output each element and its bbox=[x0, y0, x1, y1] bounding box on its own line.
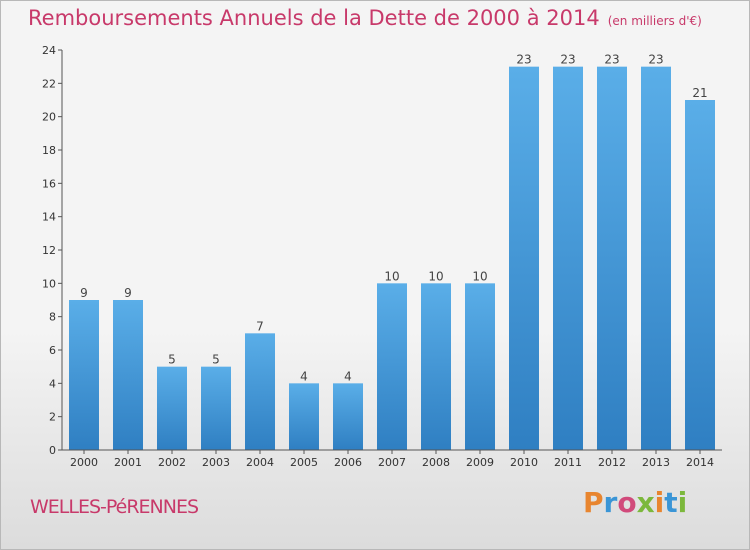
bar-2009 bbox=[465, 283, 495, 450]
value-label-2002: 5 bbox=[168, 353, 176, 367]
bar-2003 bbox=[201, 366, 231, 450]
x-tick-label-2005: 2005 bbox=[290, 456, 318, 469]
x-tick-label-2012: 2012 bbox=[598, 456, 626, 469]
proxiti-logo[interactable]: Proxiti bbox=[583, 486, 687, 519]
bar-2000 bbox=[69, 300, 99, 450]
x-tick-label-2002: 2002 bbox=[158, 456, 186, 469]
logo-letter: o bbox=[617, 486, 637, 519]
y-tick-label-12: 12 bbox=[42, 244, 56, 257]
x-tick-label-2004: 2004 bbox=[246, 456, 274, 469]
logo-letter: i bbox=[677, 486, 688, 519]
bar-2010 bbox=[509, 66, 539, 451]
x-tick-label-2001: 2001 bbox=[114, 456, 142, 469]
bar-2008 bbox=[421, 283, 451, 450]
x-tick-label-2008: 2008 bbox=[422, 456, 450, 469]
title-row: Remboursements Annuels de la Dette de 20… bbox=[28, 6, 702, 30]
x-tick-label-2000: 2000 bbox=[70, 456, 98, 469]
bars-layer: 9 9 5 5 7 4 4 10 10 10 23 23 23 23 21 bbox=[69, 53, 715, 451]
bar-2013 bbox=[641, 66, 671, 451]
bar-2005 bbox=[289, 383, 319, 450]
x-tick-label-2009: 2009 bbox=[466, 456, 494, 469]
value-label-2010: 23 bbox=[516, 53, 531, 67]
value-label-2011: 23 bbox=[560, 53, 575, 67]
y-tick-label-0: 0 bbox=[49, 444, 56, 457]
logo-letter: r bbox=[603, 486, 618, 519]
logo-letter: P bbox=[583, 486, 604, 519]
x-tick-label-2006: 2006 bbox=[334, 456, 362, 469]
bar-2004 bbox=[245, 333, 275, 450]
chart-title: Remboursements Annuels de la Dette de 20… bbox=[28, 6, 600, 30]
value-label-2004: 7 bbox=[256, 319, 264, 333]
bar-2002 bbox=[157, 366, 187, 450]
bar-2001 bbox=[113, 300, 143, 450]
y-tick-label-2: 2 bbox=[49, 411, 56, 424]
y-tick-label-4: 4 bbox=[49, 377, 56, 390]
value-label-2012: 23 bbox=[604, 53, 619, 67]
x-tick-label-2014: 2014 bbox=[686, 456, 714, 469]
x-tick-label-2011: 2011 bbox=[554, 456, 582, 469]
value-label-2014: 21 bbox=[692, 86, 707, 100]
chart-subtitle: (en milliers d'€) bbox=[607, 14, 702, 28]
x-tick-label-2007: 2007 bbox=[378, 456, 406, 469]
y-tick-label-20: 20 bbox=[42, 111, 56, 124]
value-label-2009: 10 bbox=[472, 269, 487, 283]
value-label-2005: 4 bbox=[300, 369, 308, 383]
bar-2011 bbox=[553, 66, 583, 451]
y-tick-label-22: 22 bbox=[42, 77, 56, 90]
bar-2012 bbox=[597, 66, 627, 451]
y-tick-label-24: 24 bbox=[42, 44, 56, 57]
value-label-2000: 9 bbox=[80, 286, 88, 300]
logo-letter: i bbox=[654, 486, 665, 519]
y-tick-label-10: 10 bbox=[42, 277, 56, 290]
value-label-2008: 10 bbox=[428, 269, 443, 283]
bar-2014 bbox=[685, 100, 715, 450]
value-label-2001: 9 bbox=[124, 286, 132, 300]
value-label-2003: 5 bbox=[212, 353, 220, 367]
value-label-2007: 10 bbox=[384, 269, 399, 283]
y-tick-label-8: 8 bbox=[49, 311, 56, 324]
bar-2007 bbox=[377, 283, 407, 450]
x-tick-label-2013: 2013 bbox=[642, 456, 670, 469]
x-tick-label-2010: 2010 bbox=[510, 456, 538, 469]
logo-letter: x bbox=[636, 486, 655, 519]
x-tick-label-2003: 2003 bbox=[202, 456, 230, 469]
y-tick-label-14: 14 bbox=[42, 211, 56, 224]
bar-2006 bbox=[333, 383, 363, 450]
value-label-2006: 4 bbox=[344, 369, 352, 383]
commune-name: WELLES-PéRENNES bbox=[30, 496, 199, 518]
axes-layer: 2000 2001 2002 2003 2004 2005 2006 2007 2008 2009… bbox=[42, 44, 722, 469]
logo-letter: t bbox=[664, 486, 678, 519]
y-tick-label-6: 6 bbox=[49, 344, 56, 357]
y-tick-label-18: 18 bbox=[42, 144, 56, 157]
y-tick-label-16: 16 bbox=[42, 177, 56, 190]
value-label-2013: 23 bbox=[648, 53, 663, 67]
